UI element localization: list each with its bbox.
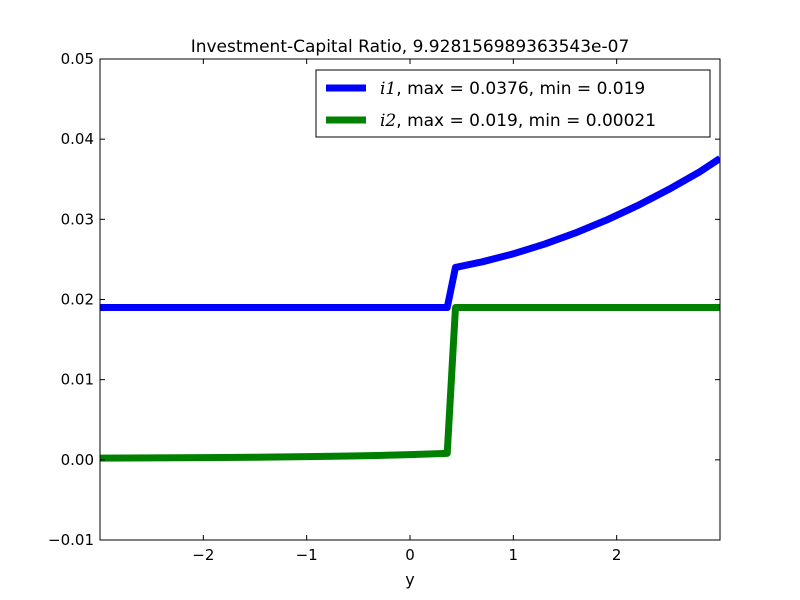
y-tick-label: 0.04 bbox=[61, 130, 94, 148]
legend-label-i2: i2, max = 0.019, min = 0.00021 bbox=[380, 111, 656, 131]
chart-title: Investment-Capital Ratio, 9.928156989363… bbox=[191, 37, 630, 57]
x-tick-label: −1 bbox=[296, 546, 318, 564]
legend-box bbox=[315, 69, 711, 138]
y-tick-label: 0.00 bbox=[61, 451, 94, 469]
legend-label-i1: i1, max = 0.0376, min = 0.019 bbox=[380, 79, 645, 99]
x-tick-label: 0 bbox=[405, 546, 415, 564]
y-tick-label: 0.05 bbox=[61, 50, 94, 68]
y-tick-label: −0.01 bbox=[48, 531, 94, 549]
y-tick-label: 0.02 bbox=[61, 291, 94, 309]
y-axis: −0.01 0.00 0.01 0.02 0.03 0.04 0.05 bbox=[48, 50, 720, 549]
y-tick-label: 0.03 bbox=[61, 210, 94, 228]
x-tick-label: 2 bbox=[612, 546, 622, 564]
series-layer bbox=[100, 155, 720, 462]
legend: i1, max = 0.0376, min = 0.019 i2, max = 0… bbox=[315, 69, 711, 138]
x-tick-label: −2 bbox=[192, 546, 214, 564]
series-line-i2 bbox=[100, 304, 720, 462]
series-line-i1 bbox=[100, 155, 720, 312]
x-axis-label: y bbox=[405, 570, 414, 589]
x-tick-label: 1 bbox=[509, 546, 519, 564]
x-axis: −2 −1 0 1 2 bbox=[192, 59, 621, 564]
y-tick-label: 0.01 bbox=[61, 371, 94, 389]
